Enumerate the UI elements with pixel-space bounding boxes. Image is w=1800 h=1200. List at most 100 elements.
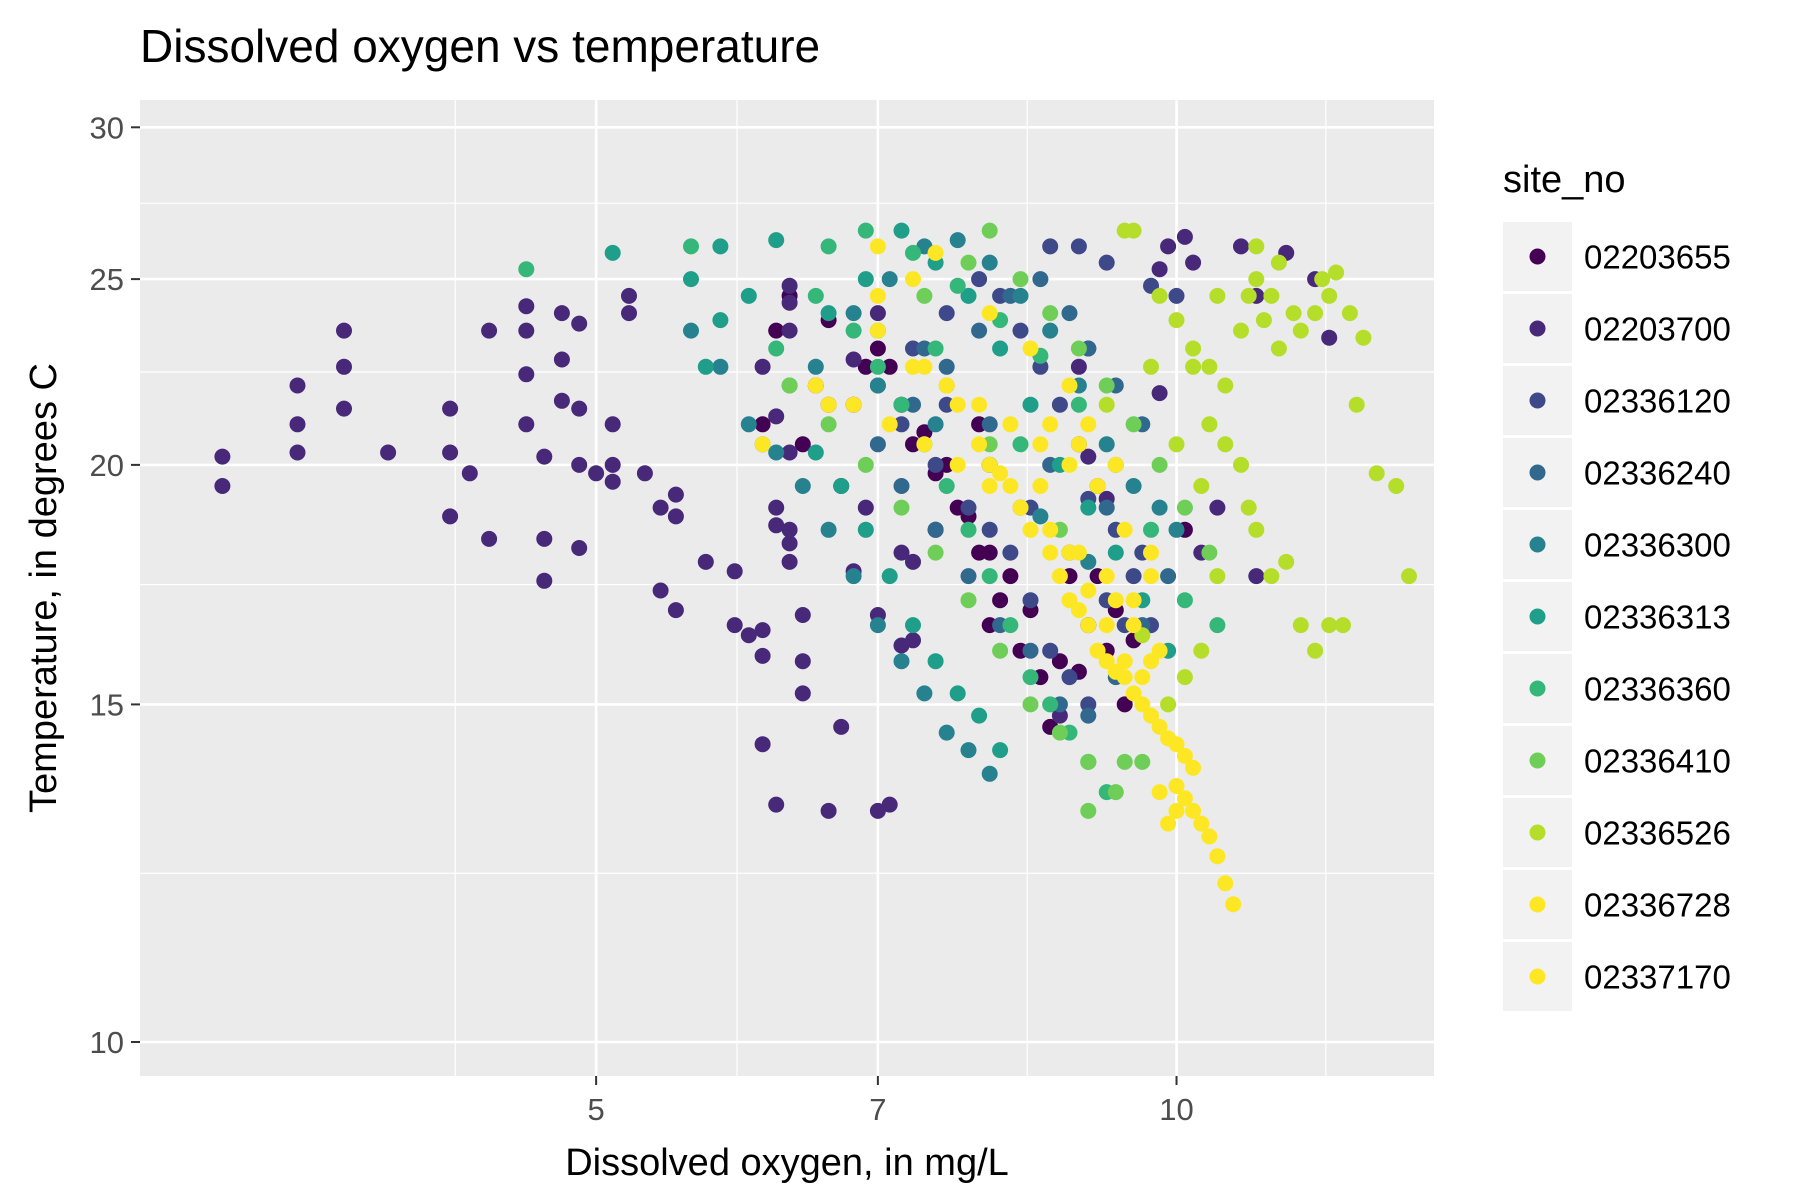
- data-point: [1012, 287, 1029, 304]
- data-point: [1116, 669, 1133, 686]
- data-point: [740, 627, 757, 644]
- data-point: [807, 444, 824, 461]
- data-point: [905, 271, 921, 288]
- legend-entry: 02336300: [1503, 510, 1731, 579]
- data-point: [960, 568, 977, 585]
- data-point: [289, 377, 306, 394]
- data-point: [1168, 521, 1185, 538]
- data-point: [1185, 802, 1202, 819]
- data-point: [893, 478, 910, 494]
- data-point: [1080, 448, 1097, 465]
- data-point: [481, 322, 498, 339]
- data-point: [726, 617, 743, 634]
- data-point: [1176, 790, 1193, 807]
- data-point: [1151, 261, 1168, 278]
- data-point: [336, 358, 352, 375]
- legend-key-dot: [1529, 608, 1546, 625]
- data-point: [1160, 696, 1177, 713]
- data-point: [652, 499, 669, 516]
- data-point: [938, 305, 955, 322]
- data-point: [768, 232, 785, 249]
- data-point: [1002, 617, 1019, 634]
- data-point: [652, 582, 669, 599]
- data-point: [1143, 358, 1159, 375]
- data-point: [794, 653, 811, 670]
- data-point: [960, 592, 977, 609]
- data-point: [893, 653, 910, 670]
- data-point: [1051, 568, 1068, 585]
- data-point: [1160, 568, 1177, 585]
- data-point: [712, 358, 729, 375]
- data-point: [1042, 544, 1059, 561]
- data-point: [992, 642, 1009, 659]
- data-point: [1107, 456, 1124, 473]
- data-point: [1116, 753, 1133, 770]
- data-point: [893, 222, 910, 239]
- data-point: [881, 416, 898, 433]
- data-point: [1185, 358, 1202, 375]
- data-point: [1168, 778, 1185, 794]
- legend-key-dot: [1529, 464, 1546, 481]
- data-point: [1151, 718, 1168, 735]
- data-point: [604, 456, 621, 473]
- data-point: [905, 244, 921, 261]
- data-point: [927, 653, 944, 670]
- data-point: [518, 322, 535, 339]
- data-point: [1168, 312, 1185, 329]
- data-point: [949, 232, 966, 249]
- data-point: [1125, 478, 1142, 494]
- data-point: [1070, 602, 1087, 619]
- data-point: [1248, 271, 1265, 288]
- x-tick-label: 7: [869, 1092, 886, 1127]
- data-point: [938, 358, 955, 375]
- data-point: [1278, 553, 1295, 570]
- data-point: [1134, 753, 1151, 770]
- data-point: [1022, 340, 1039, 357]
- data-point: [1193, 815, 1210, 832]
- data-point: [1209, 499, 1226, 516]
- data-point: [1217, 875, 1234, 892]
- data-point: [1248, 568, 1265, 585]
- data-point: [857, 499, 874, 516]
- data-point: [881, 796, 898, 813]
- data-point: [938, 456, 955, 473]
- data-point: [1328, 264, 1345, 281]
- data-point: [1116, 521, 1133, 538]
- data-point: [971, 271, 988, 288]
- plot-panel: [140, 100, 1434, 1076]
- data-point: [916, 436, 933, 453]
- data-point: [905, 632, 921, 649]
- data-point: [845, 396, 862, 413]
- data-point: [442, 400, 459, 417]
- data-point: [604, 244, 621, 261]
- data-point: [949, 277, 966, 294]
- data-point: [1022, 396, 1039, 413]
- data-point: [881, 358, 898, 375]
- data-point: [1185, 759, 1202, 776]
- data-point: [1270, 340, 1287, 357]
- data-point: [571, 400, 588, 417]
- x-axis-title: Dissolved oxygen, in mg/L: [565, 1142, 1009, 1184]
- data-point: [1061, 305, 1078, 322]
- data-point: [1107, 592, 1124, 609]
- data-point: [1032, 358, 1049, 375]
- data-point: [869, 358, 886, 375]
- data-point: [1098, 436, 1115, 453]
- data-point: [1042, 696, 1059, 713]
- data-point: [927, 244, 944, 261]
- data-point: [820, 521, 837, 538]
- data-point: [1151, 287, 1168, 304]
- data-point: [1225, 896, 1242, 913]
- data-point: [442, 508, 459, 525]
- data-point: [1134, 669, 1151, 686]
- data-point: [768, 517, 785, 534]
- data-point: [214, 478, 231, 494]
- data-point: [971, 436, 988, 453]
- data-point: [960, 287, 977, 304]
- data-point: [1401, 568, 1417, 585]
- data-point: [845, 322, 862, 339]
- data-point: [1151, 456, 1168, 473]
- legend-key-dot: [1529, 824, 1546, 841]
- data-point: [893, 499, 910, 516]
- data-point: [938, 724, 955, 741]
